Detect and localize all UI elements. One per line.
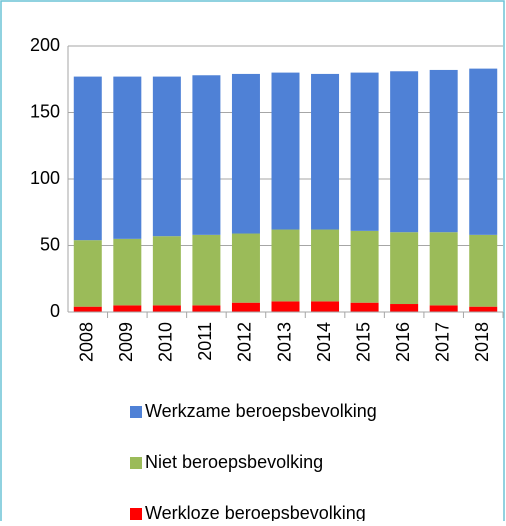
x-tick-label: 2013 bbox=[274, 322, 294, 362]
bar-segment bbox=[192, 305, 221, 312]
y-tick-label: 200 bbox=[30, 35, 60, 55]
bar-segment bbox=[192, 75, 221, 235]
bar-segment bbox=[429, 305, 458, 312]
x-tick-label: 2011 bbox=[195, 322, 215, 361]
bar-segment bbox=[231, 302, 260, 312]
x-tick-label: 2017 bbox=[432, 322, 452, 362]
legend-swatch bbox=[130, 457, 142, 469]
bar-segment bbox=[311, 301, 340, 312]
bar-segment bbox=[231, 73, 260, 234]
x-tick-label: 2012 bbox=[235, 322, 255, 362]
bar-segment bbox=[231, 233, 260, 303]
bar-segment bbox=[350, 72, 379, 231]
bar-segment bbox=[113, 305, 142, 312]
bar-segment bbox=[152, 236, 181, 306]
bar-segment bbox=[192, 234, 221, 306]
bar-segment bbox=[469, 234, 498, 307]
bar-segment bbox=[152, 76, 181, 237]
bar-segment bbox=[390, 304, 419, 312]
bar-segment bbox=[152, 305, 181, 312]
bar-segment bbox=[350, 302, 379, 312]
bar-segment bbox=[271, 229, 300, 302]
bar-segment bbox=[271, 72, 300, 230]
legend-label: Werkloze beroepsbevolking bbox=[145, 503, 366, 521]
bar-segment bbox=[73, 76, 102, 241]
bar-segment bbox=[429, 232, 458, 306]
x-tick-label: 2016 bbox=[393, 322, 413, 362]
bar-segment bbox=[469, 306, 498, 312]
x-tick-label: 2014 bbox=[314, 322, 334, 362]
bar-segment bbox=[113, 76, 142, 239]
legend-label: Niet beroepsbevolking bbox=[145, 452, 323, 472]
bar-segment bbox=[429, 69, 458, 233]
y-tick-label: 100 bbox=[30, 168, 60, 188]
y-tick-label: 50 bbox=[40, 234, 60, 254]
legend-swatch bbox=[130, 508, 142, 520]
bar-segment bbox=[469, 68, 498, 235]
bar-segment bbox=[73, 240, 102, 307]
x-tick-label: 2010 bbox=[156, 322, 176, 362]
bar-segment bbox=[311, 229, 340, 302]
bar-segment bbox=[271, 301, 300, 312]
legend-label: Werkzame beroepsbevolking bbox=[145, 401, 377, 421]
bar-segment bbox=[390, 232, 419, 305]
bar-segment bbox=[73, 306, 102, 312]
bar-segment bbox=[311, 73, 340, 230]
x-tick-label: 2018 bbox=[472, 322, 492, 362]
bar-segment bbox=[113, 238, 142, 306]
x-tick-label: 2015 bbox=[353, 322, 373, 362]
legend-swatch bbox=[130, 406, 142, 418]
bar-segment bbox=[390, 71, 419, 233]
x-tick-label: 2008 bbox=[77, 322, 97, 362]
y-tick-label: 0 bbox=[50, 301, 60, 321]
x-tick-label: 2009 bbox=[116, 322, 136, 362]
bar-segment bbox=[350, 230, 379, 303]
y-tick-label: 150 bbox=[30, 101, 60, 121]
